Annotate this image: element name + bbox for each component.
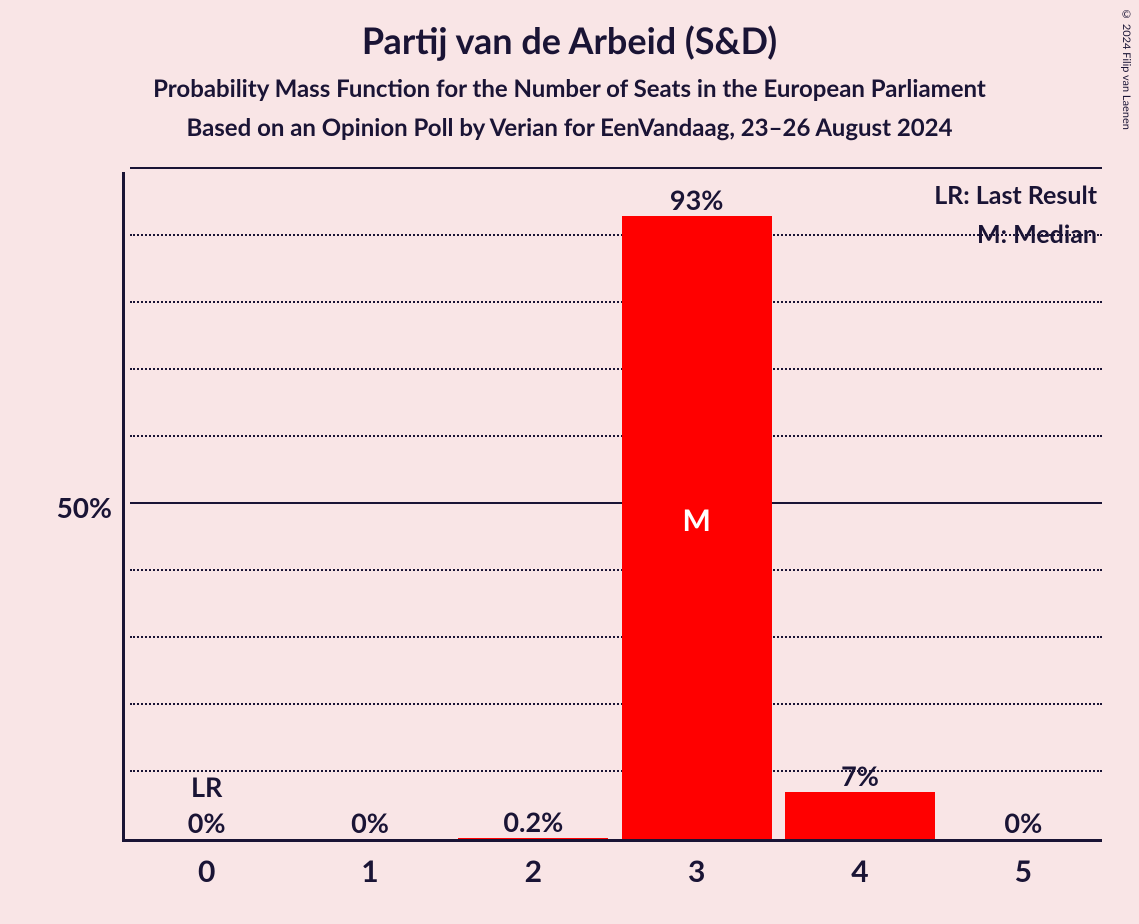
gridline xyxy=(130,770,1102,772)
gridline xyxy=(130,569,1102,571)
plot-area: LR: Last Result M: Median 0%LR00%10.2%29… xyxy=(122,172,1102,842)
gridline xyxy=(130,167,1102,169)
y-axis-label: 50% xyxy=(42,490,112,524)
bar-value-label: 7% xyxy=(841,759,879,792)
x-axis-tick: 2 xyxy=(525,853,542,889)
legend-lr: LR: Last Result xyxy=(934,176,1097,215)
last-result-mark: LR xyxy=(191,770,222,803)
gridline xyxy=(130,502,1102,504)
gridline xyxy=(130,435,1102,437)
chart-subtitle-2: Based on an Opinion Poll by Verian for E… xyxy=(0,113,1139,142)
bar-value-label: 0% xyxy=(188,806,226,839)
x-axis-tick: 3 xyxy=(688,853,705,889)
median-mark: M xyxy=(682,502,710,538)
gridline xyxy=(130,368,1102,370)
bar xyxy=(785,792,935,839)
x-axis-tick: 1 xyxy=(361,853,378,889)
chart-title: Partij van de Arbeid (S&D) xyxy=(0,0,1139,62)
gridline xyxy=(130,301,1102,303)
x-axis-tick: 5 xyxy=(1015,853,1032,889)
legend: LR: Last Result M: Median xyxy=(934,176,1097,254)
bar-value-label: 0% xyxy=(1004,806,1042,839)
gridline xyxy=(130,636,1102,638)
x-axis-tick: 4 xyxy=(851,853,868,889)
bar-value-label: 0.2% xyxy=(503,805,563,838)
bar xyxy=(458,838,608,839)
chart-subtitle-1: Probability Mass Function for the Number… xyxy=(0,74,1139,103)
x-axis-tick: 0 xyxy=(198,853,215,889)
bar-value-label: 93% xyxy=(670,183,723,216)
gridline xyxy=(130,234,1102,236)
copyright-text: © 2024 Filip van Laenen xyxy=(1120,8,1133,130)
bar-value-label: 0% xyxy=(351,806,389,839)
chart-container: LR: Last Result M: Median 0%LR00%10.2%29… xyxy=(42,172,1112,892)
gridline xyxy=(130,703,1102,705)
